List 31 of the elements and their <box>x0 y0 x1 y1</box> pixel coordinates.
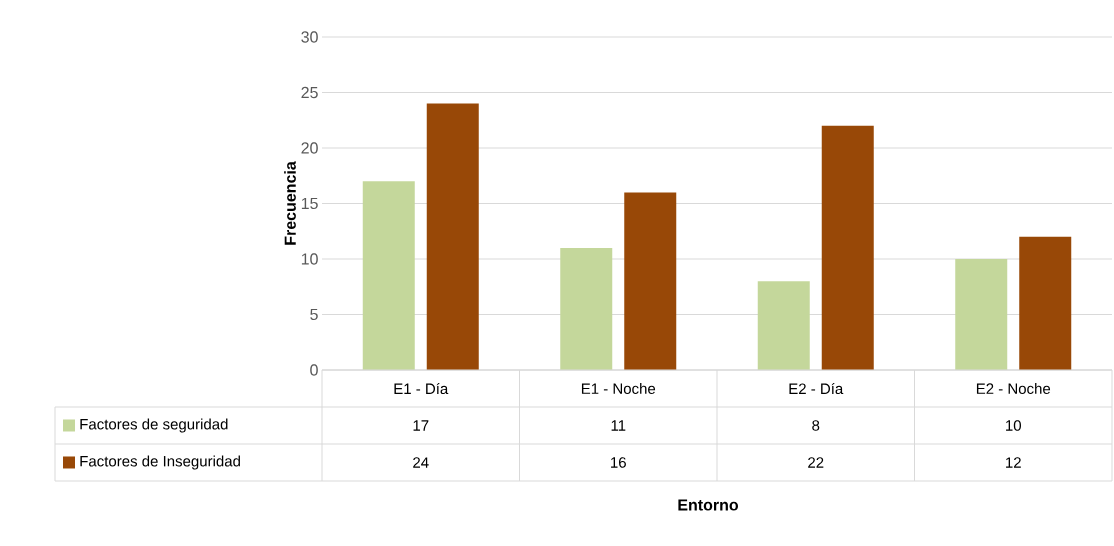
data-label: 24 <box>413 457 429 468</box>
data-label: 10 <box>1006 420 1021 431</box>
y-axis-title: Frecuencia <box>284 161 296 245</box>
bar <box>426 103 479 370</box>
legend-label: Factores de Inseguridad <box>80 455 240 470</box>
bar <box>757 281 810 370</box>
y-tick-label: 15 <box>301 197 318 210</box>
data-label: 16 <box>611 457 626 468</box>
x-tick-label: E2 - Día <box>789 382 844 395</box>
legend-label: Factores de seguridad <box>80 418 228 433</box>
bar <box>1019 236 1072 370</box>
data-label: 17 <box>413 420 429 431</box>
bar <box>362 181 415 370</box>
y-tick-label: 20 <box>301 142 318 154</box>
x-tick-label: E2 - Noche <box>976 382 1051 394</box>
y-tick-label: 5 <box>310 308 318 321</box>
data-label: 22 <box>808 457 824 468</box>
bar <box>821 125 874 370</box>
y-tick-label: 10 <box>301 253 318 265</box>
data-label: 11 <box>611 420 626 431</box>
bar <box>955 258 1008 370</box>
text: Entorno <box>678 499 739 511</box>
data-label: 8 <box>812 420 820 431</box>
data-label: 12 <box>1006 457 1021 468</box>
y-tick-label: 25 <box>301 86 318 99</box>
bar <box>560 247 613 370</box>
bar <box>624 192 677 370</box>
x-tick-label: E1 - Noche <box>581 382 656 394</box>
x-tick-label: E1 - Día <box>394 382 449 395</box>
y-tick-label: 0 <box>310 364 318 376</box>
y-tick-label: 30 <box>301 31 318 43</box>
